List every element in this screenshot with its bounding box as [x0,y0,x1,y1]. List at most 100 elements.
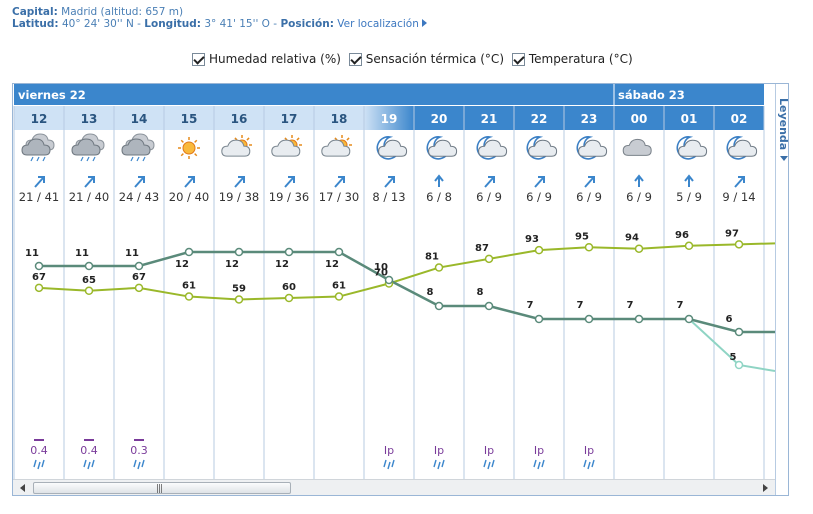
temperature-point [684,314,694,324]
humidity-label: 94 [625,233,639,244]
hour-label: 01 [681,112,698,126]
hour-cell [414,106,464,130]
precip-value: Ip [434,444,444,457]
arrow-left-icon [20,484,25,492]
view-location-link[interactable]: Ver localización [337,18,427,30]
humidity-point [734,240,744,249]
separator: - [273,18,278,30]
feels-like-toggle[interactable]: Sensación térmica (°C) [348,52,504,66]
temperature-label: 12 [225,259,239,270]
hour-cell [664,106,714,130]
temperature-point [184,247,194,257]
legend-toggle[interactable]: Leyenda [775,84,789,495]
precip-bar [134,439,144,441]
temperature-point [584,314,594,324]
humidity-point [434,263,444,272]
forecast-chart: viernes 22 sábado 23 12 13 14 15 16 17 18 19 20 21 2… [13,84,776,479]
rain-drops-icon [383,459,395,470]
hour-label: 17 [281,112,298,126]
temperature-point [534,314,544,324]
hourly-forecast-widget: viernes 22 sábado 23 12 13 14 15 16 17 18 19 20 21 2… [12,83,789,496]
rain-drops-icon [483,459,495,470]
wind-speed: 6 / 9 [576,190,602,204]
temperature-point [634,314,644,324]
humidity-label: 97 [725,228,739,239]
hour-label: 22 [531,112,548,126]
precip-value: 0.4 [30,444,48,457]
day-header [614,84,764,105]
moon-cloud-icon [526,136,558,160]
hour-cell [714,106,764,130]
rain-drops-icon [583,459,595,470]
arrow-ne-icon [184,176,195,188]
rain-drops-icon [83,459,95,470]
capital-value: Madrid (altitud: 657 m) [61,6,184,18]
hour-label: 00 [631,112,648,126]
temperature-label: 12 [275,259,289,270]
arrow-ne-icon [384,176,395,188]
temperature-label: 7 [627,300,634,311]
wind-speed: 21 / 40 [69,190,109,204]
arrow-right-icon [763,484,768,492]
rain-drops-icon [133,459,145,470]
scrollbar-thumb[interactable]: ||| [33,482,291,494]
grip-icon: ||| [156,484,163,494]
arrow-n-icon [684,174,694,187]
wind-speed: 6 / 9 [626,190,652,204]
moon-cloud-icon [376,136,408,160]
temperature-toggle[interactable]: Temperatura (°C) [511,52,633,66]
day-header [14,84,614,105]
wind-speed: 6 / 9 [526,190,552,204]
arrow-ne-icon [584,176,595,188]
coordinates-line: Latitud: 40° 24' 30'' N - Longitud: 3° 4… [12,18,427,30]
checkbox-checked-icon[interactable] [192,52,205,66]
precip-value: 0.3 [130,444,148,457]
humidity-point [234,295,244,304]
capital-label: Capital: [12,6,58,18]
hour-cell [64,106,114,130]
humidity-label: 60 [282,282,296,293]
arrow-ne-icon [34,176,45,188]
checkbox-checked-icon[interactable] [511,52,525,66]
temperature-point [84,261,94,271]
humidity-point [284,293,294,303]
cloudy-rain-icon [21,133,55,162]
temperature-label: 6 [726,314,733,325]
hour-label: 23 [581,112,598,126]
scroll-left-button[interactable] [15,481,31,495]
wind-speed: 24 / 43 [119,190,159,204]
cloudy-rain-icon [71,133,105,162]
temperature-point [734,327,744,337]
humidity-point [184,292,194,301]
temperature-point [34,261,44,271]
latitude-label: Latitud: [12,18,59,30]
hour-label: 18 [331,112,348,126]
cloud-icon [622,138,652,156]
wind-speed: 17 / 30 [319,190,359,204]
humidity-point [684,241,694,251]
legend-label: Leyenda [777,98,789,151]
temperature-point [384,275,394,285]
humidity-toggle[interactable]: Humedad relativa (%) [192,52,341,66]
arrow-n-icon [434,174,444,187]
arrow-ne-icon [84,176,95,188]
humidity-label: 61 [182,281,196,292]
play-arrow-icon [421,19,427,27]
precip-value: Ip [384,444,394,457]
horizontal-scrollbar[interactable]: ||| [13,479,775,495]
scroll-right-button[interactable] [757,481,773,495]
humidity-toggle-label: Humedad relativa (%) [209,52,341,66]
temperature-point [134,261,144,271]
temperature-point [334,247,344,257]
hour-label: 12 [31,112,48,126]
humidity-label: 67 [32,272,46,283]
humidity-label: 96 [675,230,689,241]
hour-cell [114,106,164,130]
hour-label: 16 [231,112,248,126]
wind-speed: 9 / 14 [722,190,755,204]
checkbox-checked-icon[interactable] [348,52,362,66]
hour-cell [364,106,414,130]
latitude-value: 40° 24' 30'' N [61,18,134,30]
hour-label: 14 [131,112,148,126]
humidity-label: 65 [82,275,96,286]
